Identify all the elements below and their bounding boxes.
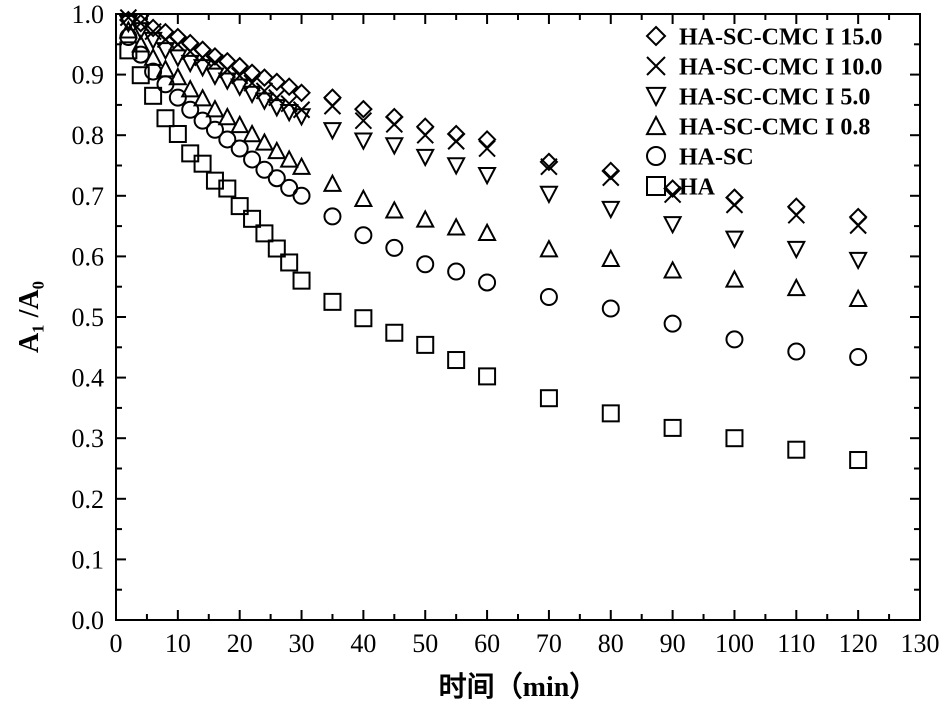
x-tick-label: 0 (110, 629, 123, 658)
legend-label: HA-SC-CMC I 0.8 (679, 114, 870, 140)
x-tick-label: 70 (536, 629, 562, 658)
x-tick-label: 80 (598, 629, 624, 658)
y-tick-label: 0.3 (72, 424, 105, 453)
x-axis-label: 时间（min） (439, 670, 598, 703)
legend-label: HA-SC-CMC I 15.0 (679, 24, 882, 50)
x-tick-label: 40 (350, 629, 376, 658)
x-tick-label: 60 (474, 629, 500, 658)
x-tick-label: 10 (165, 629, 191, 658)
y-tick-label: 0.7 (72, 182, 105, 211)
y-tick-label: 0.9 (72, 61, 105, 90)
x-tick-label: 90 (660, 629, 686, 658)
y-tick-label: 0.2 (72, 485, 105, 514)
legend-label: HA-SC-CMC I 10.0 (679, 54, 882, 80)
x-tick-label: 130 (901, 629, 940, 658)
y-tick-label: 0.5 (72, 303, 105, 332)
y-tick-label: 0.0 (72, 606, 105, 635)
y-tick-label: 0.1 (72, 545, 105, 574)
x-tick-label: 120 (839, 629, 878, 658)
legend-label: HA-SC-CMC I 5.0 (679, 84, 870, 110)
chart-container: 0 10 20 30 40 50 60 70 80 90 100 110 120 130 0.0 0.1 0.2… (0, 0, 947, 719)
legend-label: HA (679, 174, 716, 200)
chart-svg: 0 10 20 30 40 50 60 70 80 90 100 110 120 130 0.0 0.1 0.2… (0, 0, 947, 719)
x-tick-label: 100 (715, 629, 754, 658)
legend-label: HA-SC (679, 144, 754, 170)
y-tick-label: 0.4 (72, 364, 105, 393)
x-tick-label: 20 (227, 629, 253, 658)
y-axis-label: A₁ /A₀ (14, 281, 45, 353)
y-tick-label: 1.0 (72, 0, 105, 29)
x-tick-label: 50 (412, 629, 438, 658)
x-tick-label: 30 (289, 629, 315, 658)
y-tick-label: 0.6 (72, 242, 105, 271)
y-tick-label: 0.8 (72, 121, 105, 150)
x-tick-label: 110 (777, 629, 815, 658)
